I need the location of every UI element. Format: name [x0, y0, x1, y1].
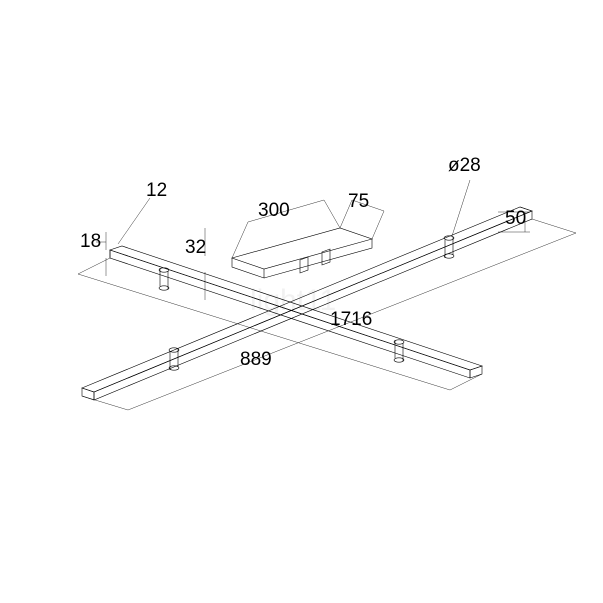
mount-plate: [232, 228, 372, 278]
dim-50: 50: [505, 208, 526, 229]
dim-o28: ø28: [448, 155, 481, 176]
short-bar: [110, 246, 482, 378]
dim-18: 18: [80, 231, 101, 252]
dim-32: 32: [185, 237, 206, 258]
dim-300: 300: [258, 200, 290, 221]
dim-889: 889: [240, 349, 272, 370]
dim-12: 12: [146, 180, 167, 201]
dim-75: 75: [348, 191, 369, 212]
dim-1716: 1716: [330, 309, 372, 330]
